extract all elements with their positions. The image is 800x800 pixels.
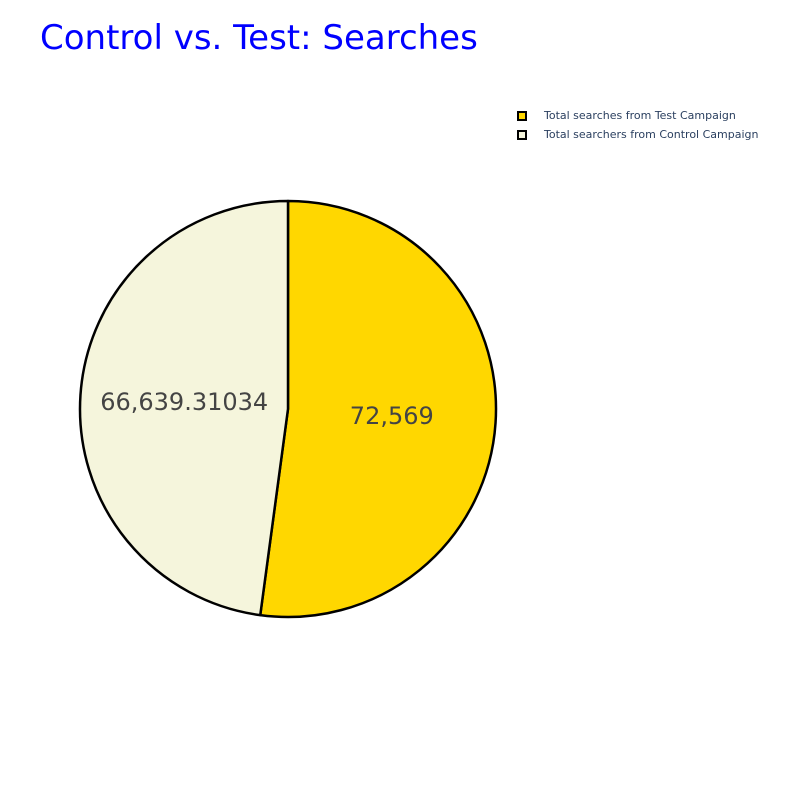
legend-swatch-control (517, 129, 527, 140)
legend-label-control: Total searchers from Control Campaign (544, 128, 759, 141)
legend-item-test[interactable]: Total searches from Test Campaign (517, 106, 758, 125)
pie-slice-label-test: 72,569 (350, 402, 434, 430)
pie-slice-test[interactable] (258, 199, 498, 619)
chart-title: Control vs. Test: Searches (40, 18, 478, 58)
pie-slice-labels: 72,569 66,639.31034 (100, 388, 434, 430)
pie-slice-label-control: 66,639.31034 (100, 388, 268, 416)
legend[interactable]: Total searches from Test Campaign Total … (517, 106, 758, 144)
pie-slice-control[interactable] (78, 199, 290, 617)
legend-swatch-test (517, 110, 527, 121)
pie-slices (78, 199, 498, 619)
legend-item-control[interactable]: Total searchers from Control Campaign (517, 125, 758, 144)
legend-label-test: Total searches from Test Campaign (544, 109, 736, 122)
